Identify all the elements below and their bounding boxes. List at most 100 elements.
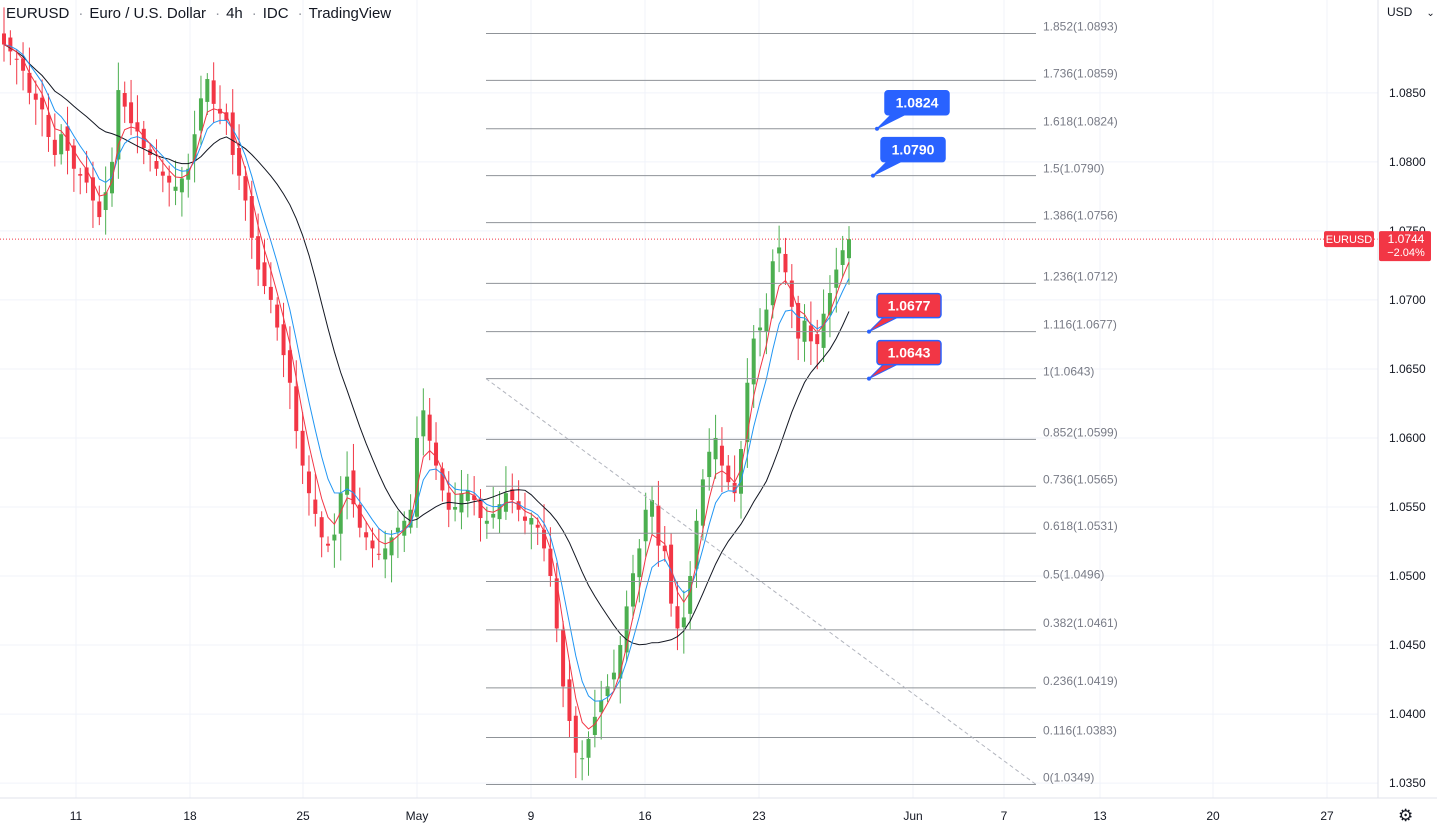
fib-label: 0.852(1.0599) bbox=[1043, 425, 1118, 439]
candle-body bbox=[548, 548, 553, 577]
fib-label: 1.116(1.0677) bbox=[1043, 318, 1117, 332]
fib-label: 1.236(1.0712) bbox=[1043, 269, 1118, 283]
symbol-tag-text: EURUSD bbox=[1326, 234, 1373, 246]
candles bbox=[2, 7, 851, 781]
candle-body bbox=[338, 493, 343, 534]
candle-body bbox=[351, 470, 356, 505]
price-tick-label: 1.0700 bbox=[1389, 293, 1426, 307]
candle-body bbox=[732, 482, 737, 494]
candle-body bbox=[84, 167, 89, 183]
candle-body bbox=[421, 410, 426, 437]
candle-body bbox=[281, 324, 286, 356]
callout-text: 1.0643 bbox=[888, 345, 931, 361]
candle-body bbox=[224, 112, 229, 121]
fib-label: 0.382(1.0461) bbox=[1043, 616, 1118, 630]
time-tick-label: May bbox=[406, 809, 429, 823]
candle-body bbox=[554, 578, 559, 629]
candle-body bbox=[700, 479, 705, 526]
gear-icon[interactable]: ⚙ bbox=[1398, 806, 1414, 825]
candle-body bbox=[97, 201, 102, 218]
callout-anchor bbox=[867, 329, 871, 334]
candle-body bbox=[821, 313, 826, 348]
candle-body bbox=[796, 302, 801, 339]
candle-body bbox=[268, 286, 273, 300]
candle-body bbox=[154, 160, 159, 169]
last-price-box bbox=[1379, 231, 1431, 262]
time-tick-label: 11 bbox=[70, 809, 83, 823]
candle-body bbox=[167, 175, 172, 183]
time-tick-label: 7 bbox=[1001, 809, 1008, 823]
candle-body bbox=[542, 529, 547, 549]
ema-mid-line bbox=[3, 44, 850, 702]
fib-label: 1.736(1.0859) bbox=[1043, 66, 1118, 80]
candle-body bbox=[141, 128, 146, 149]
callout-pointer bbox=[876, 114, 906, 130]
candle-body bbox=[90, 177, 95, 201]
candle-body bbox=[656, 505, 661, 546]
currency-selector[interactable]: USD ⌄ bbox=[1387, 5, 1435, 19]
candle-body bbox=[179, 178, 184, 193]
candle-body bbox=[103, 192, 108, 211]
candle-body bbox=[834, 269, 839, 288]
fib-label: 1.386(1.0756) bbox=[1043, 209, 1118, 223]
fib-label: 0.5(1.0496) bbox=[1043, 568, 1104, 582]
candle-body bbox=[395, 527, 400, 533]
symbol-title[interactable]: EURUSD bbox=[6, 5, 70, 22]
candle-body bbox=[446, 492, 451, 510]
candle-body bbox=[256, 236, 261, 270]
candle-body bbox=[567, 679, 572, 721]
ema-fast-line bbox=[3, 44, 850, 730]
candle-body bbox=[205, 79, 210, 102]
candle-body bbox=[827, 293, 832, 315]
candle-body bbox=[408, 509, 413, 528]
candle-body bbox=[459, 493, 464, 513]
candle-body bbox=[402, 520, 407, 536]
candle-body bbox=[630, 573, 635, 607]
candle-body bbox=[135, 122, 140, 132]
candle-body bbox=[599, 700, 604, 713]
price-tick-label: 1.0650 bbox=[1389, 362, 1426, 376]
price-tick-label: 1.0600 bbox=[1389, 431, 1426, 445]
time-tick-label: 18 bbox=[183, 809, 197, 823]
callout-text: 1.0790 bbox=[892, 142, 935, 158]
time-tick-label: 20 bbox=[1206, 809, 1220, 823]
candle-body bbox=[669, 544, 674, 604]
candle-body bbox=[777, 247, 782, 254]
fib-label: 1.852(1.0893) bbox=[1043, 19, 1118, 33]
interval-label[interactable]: 4h bbox=[226, 5, 243, 22]
callout-text: 1.0677 bbox=[888, 298, 931, 314]
candle-body bbox=[561, 629, 566, 687]
callout-anchor bbox=[867, 376, 871, 381]
fib-label: 0.116(1.0383) bbox=[1043, 724, 1117, 738]
candle-body bbox=[840, 250, 845, 265]
candle-body bbox=[198, 98, 203, 131]
candle-body bbox=[78, 174, 83, 176]
candle-body bbox=[249, 196, 254, 238]
candle-body bbox=[707, 451, 712, 478]
platform-name: TradingView bbox=[308, 5, 392, 22]
callout-box bbox=[880, 136, 946, 163]
time-tick-label: 13 bbox=[1093, 809, 1107, 823]
candle-body bbox=[465, 490, 470, 501]
candle-body bbox=[694, 520, 699, 569]
chart-header: EURUSD · Euro / U.S. Dollar · 4h · IDC · Trading… bbox=[6, 5, 392, 22]
candle-body bbox=[122, 93, 127, 107]
candle-body bbox=[726, 465, 731, 483]
candle-body bbox=[522, 516, 527, 521]
candle-body bbox=[262, 262, 267, 287]
time-axis: 11 18 25 May 9 16 23 Jun 7 13 20 27 bbox=[70, 809, 1334, 823]
price-callout: 1.0824 bbox=[875, 89, 950, 131]
candle-body bbox=[275, 304, 280, 328]
fib-label: 0.618(1.0531) bbox=[1043, 519, 1118, 533]
candle-body bbox=[116, 90, 121, 160]
callout-pointer bbox=[872, 161, 902, 177]
candle-body bbox=[637, 548, 642, 578]
candle-body bbox=[376, 553, 381, 555]
candle-body bbox=[52, 139, 57, 155]
candle-body bbox=[71, 145, 76, 169]
price-callout: 1.0677 bbox=[867, 292, 942, 334]
candle-body bbox=[364, 532, 369, 538]
candle-body bbox=[306, 471, 311, 494]
